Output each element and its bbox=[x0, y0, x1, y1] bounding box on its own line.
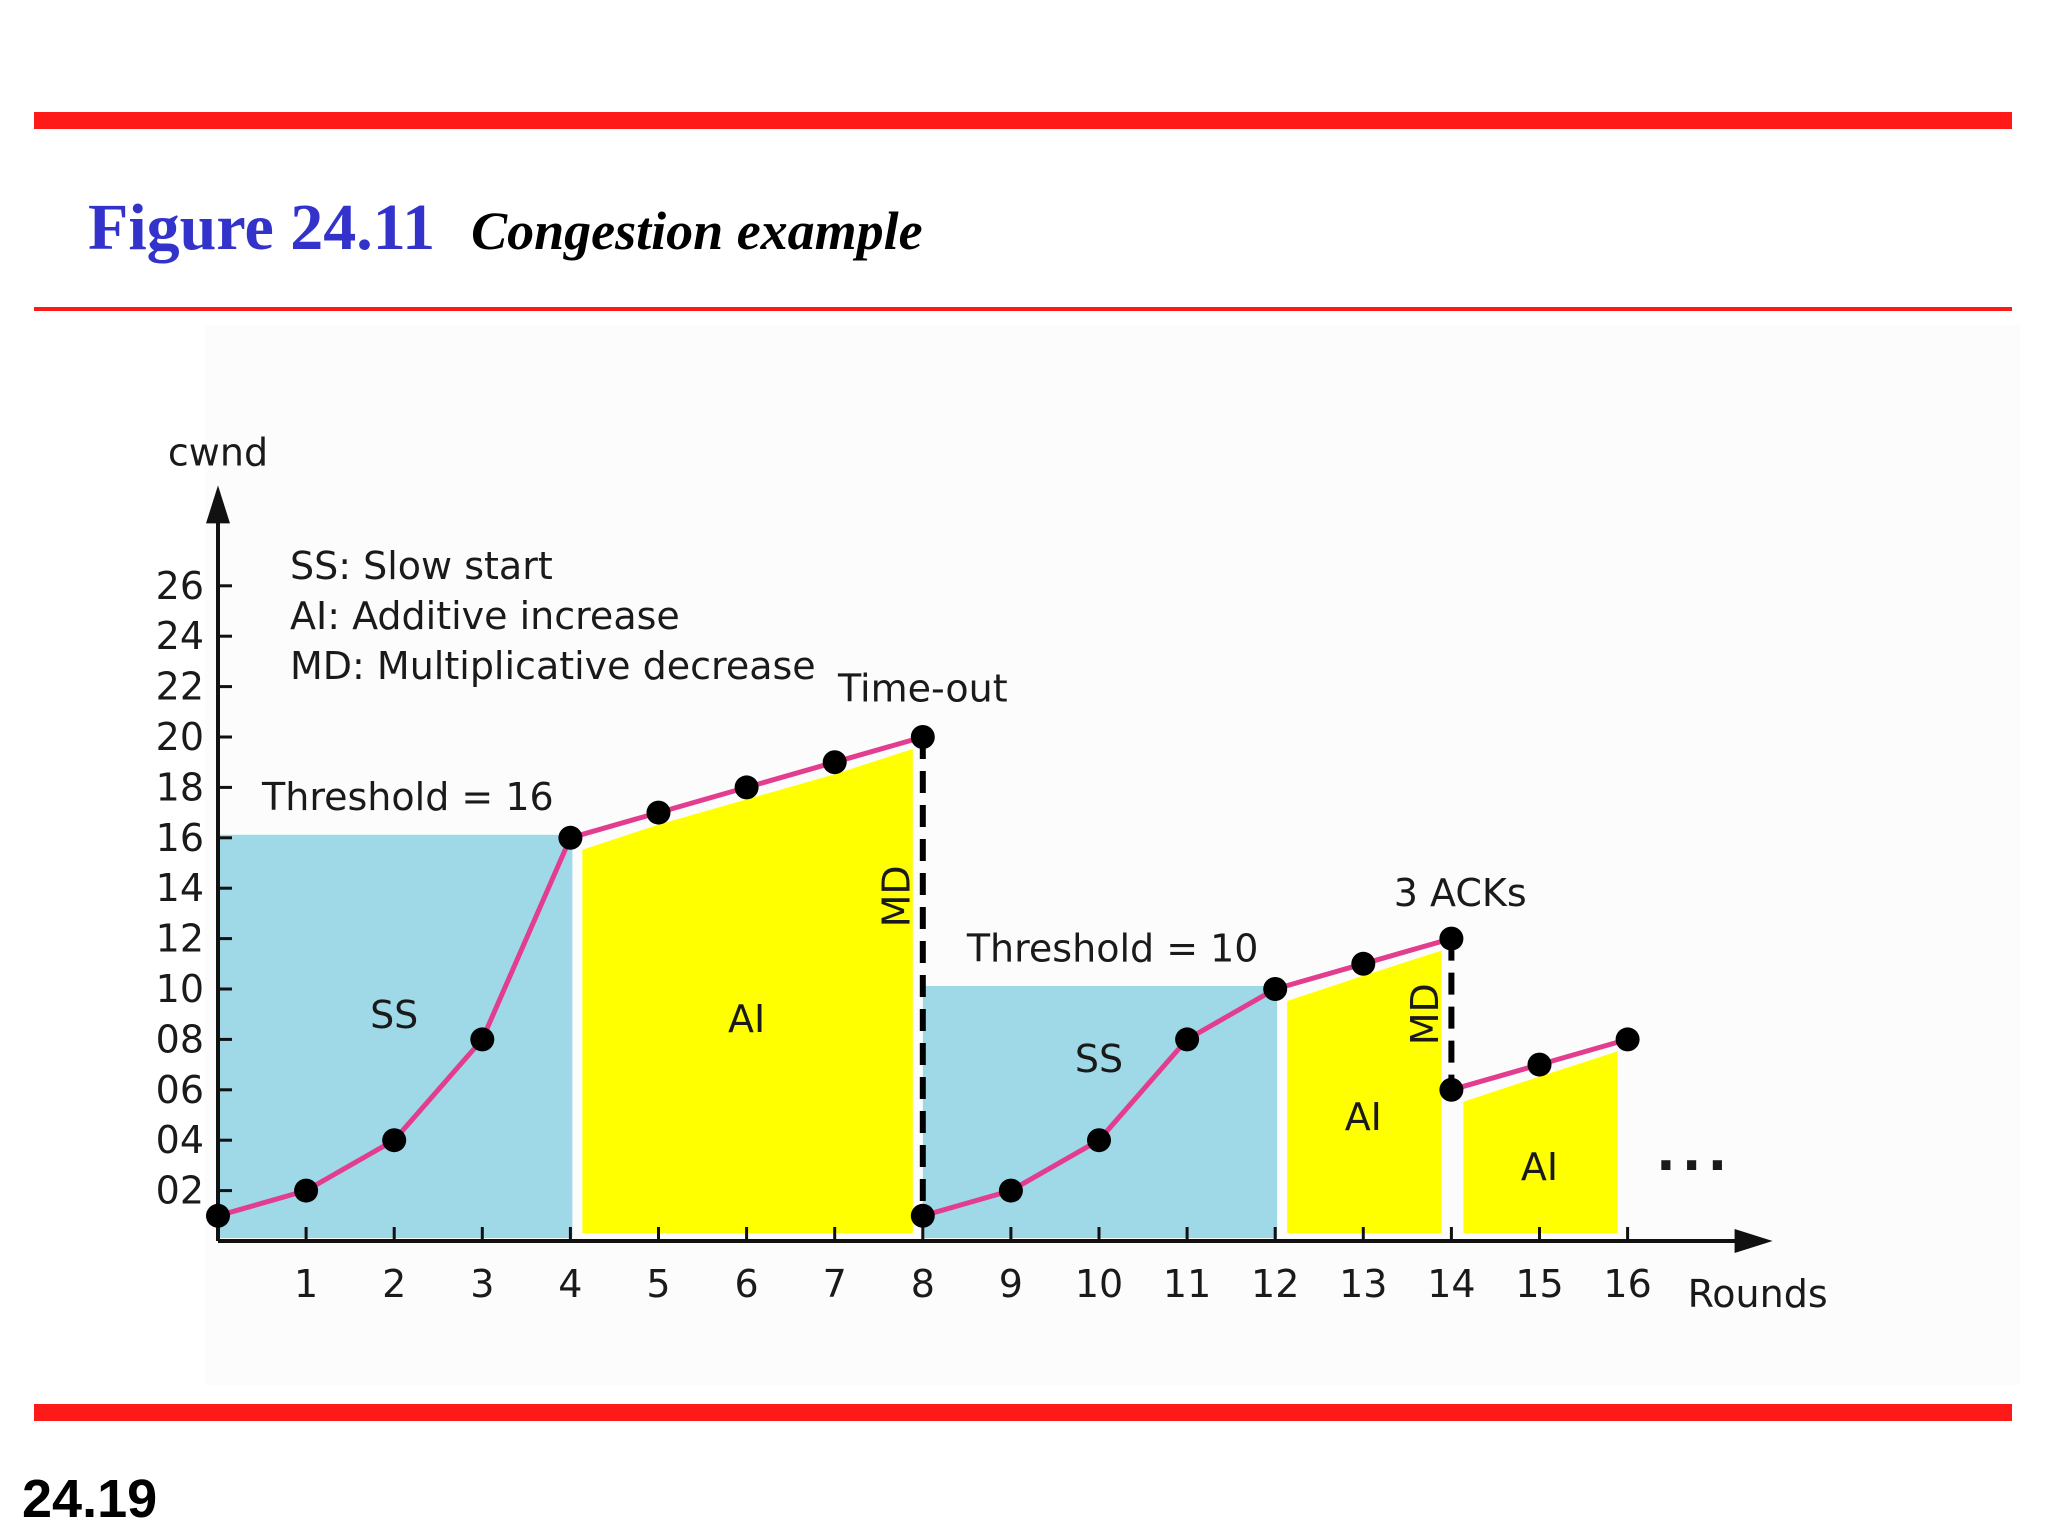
data-point bbox=[1439, 1077, 1464, 1102]
x-axis-arrow bbox=[1734, 1229, 1773, 1253]
y-tick-label: 22 bbox=[156, 665, 204, 709]
legend-item: SS: Slow start bbox=[290, 544, 553, 588]
data-point bbox=[1439, 926, 1464, 951]
legend-item: AI: Additive increase bbox=[290, 594, 680, 638]
data-point bbox=[646, 800, 671, 825]
md-label: MD bbox=[1403, 983, 1447, 1045]
x-tick-label: 16 bbox=[1603, 1262, 1651, 1306]
x-tick-label: 4 bbox=[558, 1262, 582, 1306]
data-point bbox=[470, 1027, 495, 1052]
y-tick-label: 08 bbox=[156, 1017, 204, 1061]
region-label: AI bbox=[1521, 1145, 1558, 1189]
region-ai bbox=[1287, 950, 1442, 1233]
slide-title: Figure 24.11 Congestion example bbox=[88, 190, 923, 266]
drops-layer: MD MD bbox=[874, 737, 1455, 1216]
x-tick-label: 13 bbox=[1339, 1262, 1387, 1306]
title-underline bbox=[34, 307, 2012, 311]
axes-layer: cwnd Rounds bbox=[168, 430, 1828, 1316]
y-tick-label: 26 bbox=[156, 564, 204, 608]
y-tick-label: 06 bbox=[156, 1068, 204, 1112]
y-tick-label: 04 bbox=[156, 1118, 204, 1162]
x-tick-label: 3 bbox=[470, 1262, 494, 1306]
region-ai bbox=[582, 749, 913, 1233]
region-ai bbox=[1463, 1051, 1618, 1233]
x-tick-label: 9 bbox=[999, 1262, 1023, 1306]
figure-caption: Congestion example bbox=[471, 201, 923, 261]
y-axis-arrow bbox=[206, 485, 230, 524]
data-point bbox=[1175, 1027, 1200, 1052]
data-point bbox=[734, 775, 759, 800]
y-tick-label: 02 bbox=[156, 1169, 204, 1213]
data-point bbox=[206, 1203, 230, 1228]
y-tick-label: 20 bbox=[156, 715, 204, 759]
data-point bbox=[910, 1203, 935, 1228]
y-tick-label: 14 bbox=[156, 866, 204, 910]
region-label: AI bbox=[728, 997, 765, 1041]
page-number: 24.19 bbox=[22, 1469, 158, 1529]
annotation-label: Time-out bbox=[837, 667, 1008, 711]
x-tick-label: 2 bbox=[382, 1262, 406, 1306]
annotation-label: 3 ACKs bbox=[1394, 871, 1527, 915]
data-point bbox=[1527, 1052, 1552, 1077]
y-tick-label: 10 bbox=[156, 967, 204, 1011]
annotations-layer: Threshold = 16 Threshold = 10 Time-out 3 AC… bbox=[261, 667, 1527, 971]
top-rule bbox=[34, 112, 2012, 129]
data-point bbox=[382, 1128, 407, 1153]
x-tick-label: 12 bbox=[1251, 1262, 1299, 1306]
y-tick-label: 12 bbox=[156, 917, 204, 961]
x-tick-label: 6 bbox=[735, 1262, 759, 1306]
x-tick-label: 11 bbox=[1163, 1262, 1211, 1306]
points-layer bbox=[206, 725, 1640, 1228]
data-point bbox=[1263, 977, 1288, 1001]
x-tick-label: 7 bbox=[823, 1262, 847, 1306]
y-axis-label: cwnd bbox=[168, 430, 268, 474]
x-tick-label: 8 bbox=[911, 1262, 935, 1306]
region-label: AI bbox=[1345, 1095, 1382, 1139]
legend: SS: Slow start AI: Additive increase MD:… bbox=[290, 544, 816, 688]
data-point bbox=[822, 750, 847, 775]
data-point bbox=[1615, 1027, 1640, 1052]
annotation-label: Threshold = 10 bbox=[966, 926, 1259, 970]
x-tick-label: 5 bbox=[646, 1262, 670, 1306]
y-tick-label: 18 bbox=[156, 765, 204, 809]
annotation-label: Threshold = 16 bbox=[261, 775, 554, 819]
ticks-layer: 1 2 3 4 5 6 7 8 9 10 11 12 13 14 15 1602040608101214161… bbox=[156, 564, 1652, 1306]
x-tick-label: 1 bbox=[294, 1262, 318, 1306]
bottom-rule bbox=[34, 1404, 2012, 1421]
data-point bbox=[558, 825, 583, 850]
x-tick-label: 10 bbox=[1075, 1262, 1123, 1306]
data-point bbox=[998, 1178, 1023, 1203]
figure-number: Figure 24.11 bbox=[88, 191, 436, 264]
data-point bbox=[1351, 951, 1376, 976]
data-point bbox=[294, 1178, 319, 1203]
region-label: SS bbox=[370, 993, 418, 1037]
continuation-ellipsis: ... bbox=[1656, 1123, 1733, 1183]
md-label: MD bbox=[874, 865, 918, 927]
data-point bbox=[910, 725, 935, 749]
x-tick-label: 14 bbox=[1427, 1262, 1475, 1306]
x-tick-label: 15 bbox=[1515, 1262, 1563, 1306]
regions-layer: SS AI SS AI AI bbox=[218, 749, 1618, 1238]
region-label: SS bbox=[1075, 1037, 1123, 1081]
y-tick-label: 16 bbox=[156, 816, 204, 860]
region-ss bbox=[218, 834, 573, 1238]
y-tick-label: 24 bbox=[156, 614, 204, 658]
legend-item: MD: Multiplicative decrease bbox=[290, 644, 816, 688]
data-point bbox=[1087, 1128, 1111, 1153]
x-axis-label: Rounds bbox=[1688, 1272, 1828, 1316]
